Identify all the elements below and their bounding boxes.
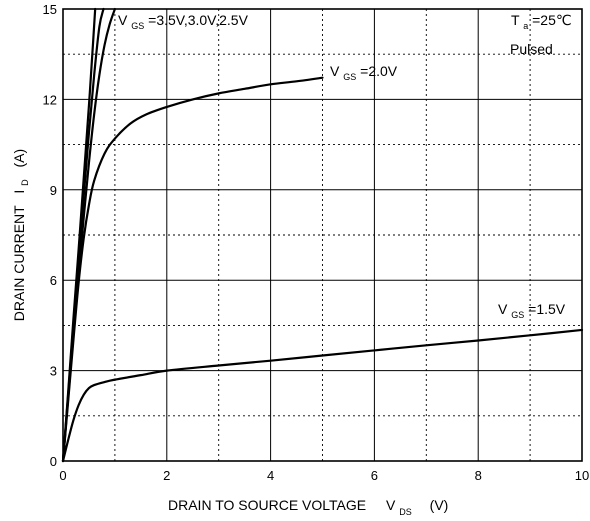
y-tick-label: 9 <box>50 183 57 198</box>
y-tick-label: 12 <box>43 92 57 107</box>
curve-vgs-2-0 <box>61 76 324 463</box>
grid <box>63 9 582 461</box>
condition-temperature: T a =25℃ <box>511 12 572 32</box>
y-tick-label: 0 <box>50 454 57 469</box>
label-vgs-1-5: V GS =1.5V <box>498 301 566 321</box>
condition-mode: Pulsed <box>510 41 553 57</box>
y-tick-label: 3 <box>50 364 57 379</box>
y-axis-title: DRAIN CURRENT I D (A) <box>11 149 31 321</box>
label-vgs-2-0: V GS =2.0V <box>330 63 398 83</box>
x-axis-title-symbol: V <box>386 497 396 513</box>
temperature-value: =25℃ <box>532 12 571 28</box>
vgs-1-5-value: =1.5V <box>528 301 566 317</box>
tick-labels: 0 2 4 6 8 10 0 3 6 9 12 15 <box>43 2 590 483</box>
x-tick-label: 6 <box>371 468 378 483</box>
vgs-high-subscript: GS <box>131 21 144 31</box>
x-axis-title-unit: (V) <box>430 497 449 513</box>
label-vgs-high: V GS =3.5V,3.0V,2.5V <box>118 12 249 32</box>
temperature-subscript: a <box>523 21 528 31</box>
vgs-2-0-symbol: V <box>330 63 340 79</box>
x-tick-label: 2 <box>163 468 170 483</box>
vgs-2-0-subscript: GS <box>343 72 356 82</box>
x-tick-label: 8 <box>475 468 482 483</box>
vgs-2-0-value: =2.0V <box>360 63 398 79</box>
y-tick-label: 6 <box>50 273 57 288</box>
temperature-symbol: T <box>511 12 520 28</box>
x-tick-label: 0 <box>59 468 66 483</box>
y-axis-title-symbol: I <box>11 190 27 194</box>
y-axis-title-text: DRAIN CURRENT <box>11 205 27 321</box>
x-axis-title-text: DRAIN TO SOURCE VOLTAGE <box>168 497 366 513</box>
y-axis-title-unit: (A) <box>11 149 27 168</box>
curve-vgs-1-5 <box>61 328 584 463</box>
x-tick-label: 4 <box>267 468 274 483</box>
vgs-1-5-symbol: V <box>498 301 508 317</box>
y-tick-label: 15 <box>43 2 57 17</box>
curves <box>61 7 584 463</box>
x-axis-title-subscript: DS <box>399 507 412 517</box>
plot-frame <box>62 8 583 462</box>
vgs-high-value: =3.5V,3.0V,2.5V <box>148 12 248 28</box>
vgs-1-5-subscript: GS <box>511 310 524 320</box>
x-axis-title: DRAIN TO SOURCE VOLTAGE V DS (V) <box>168 497 448 518</box>
y-axis-title-subscript: D <box>20 179 30 186</box>
vgs-high-symbol: V <box>118 12 128 28</box>
x-tick-label: 10 <box>575 468 589 483</box>
